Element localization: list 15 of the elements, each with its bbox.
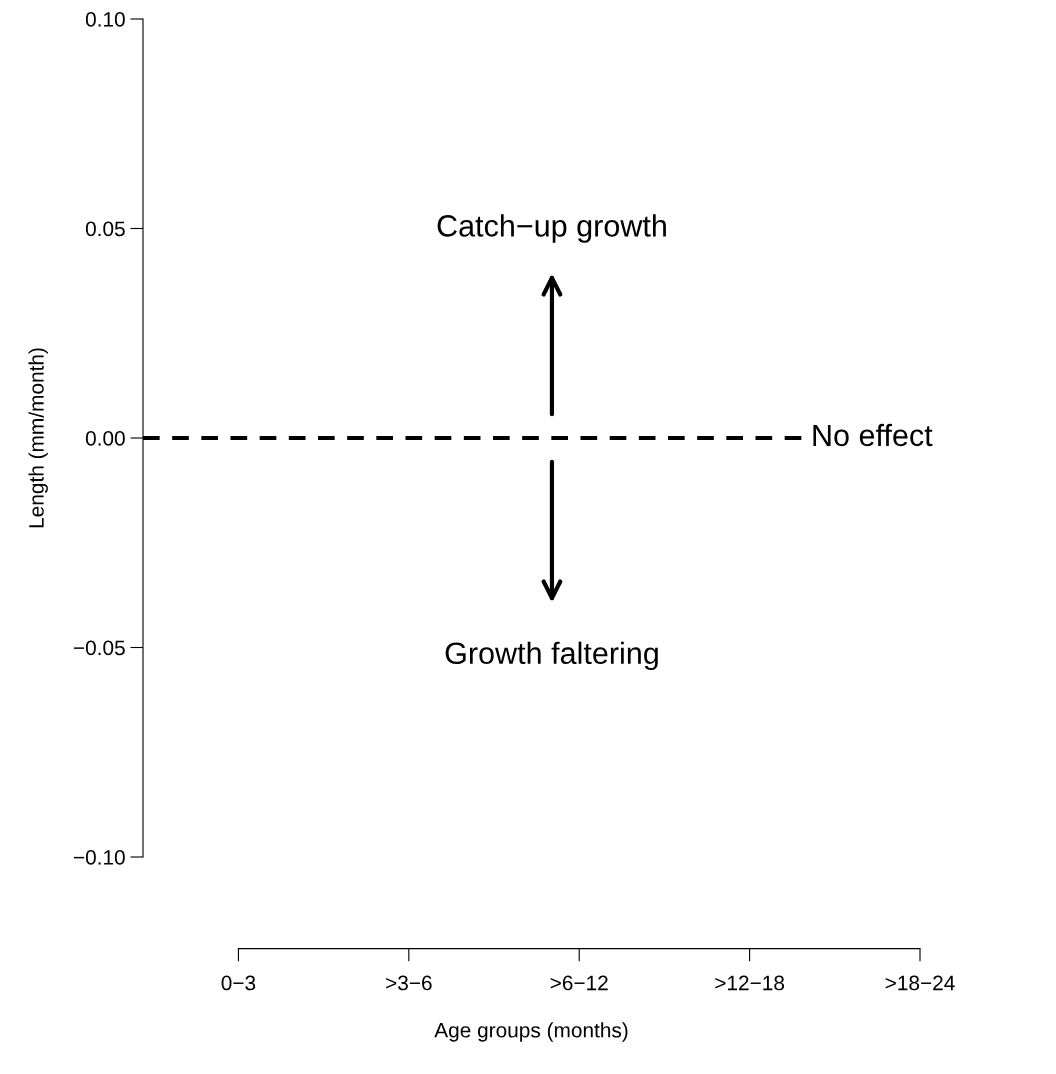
x-tick-label: >3−6 [386, 975, 432, 991]
ref-line-label: No effect [813, 423, 933, 447]
x-tick-label: 0−3 [221, 975, 256, 991]
x-tick-label: >6−12 [550, 975, 608, 991]
y-tick-label: 0.05 [85, 221, 125, 237]
x-axis-title: Age groups (months) [434, 1022, 628, 1042]
annotation: Growth faltering [445, 641, 658, 671]
y-tick-label: 0.10 [85, 12, 125, 27]
y-tick-label: −0.05 [73, 640, 125, 656]
y-axis-title: Length (mm/month) [28, 348, 48, 528]
annotation: Catch−up growth [437, 214, 666, 243]
y-tick-label: 0.00 [85, 431, 125, 446]
x-tick-label: >12−18 [715, 975, 785, 991]
y-tick-label: −0.10 [73, 850, 125, 865]
x-tick-label: >18−24 [885, 975, 955, 991]
